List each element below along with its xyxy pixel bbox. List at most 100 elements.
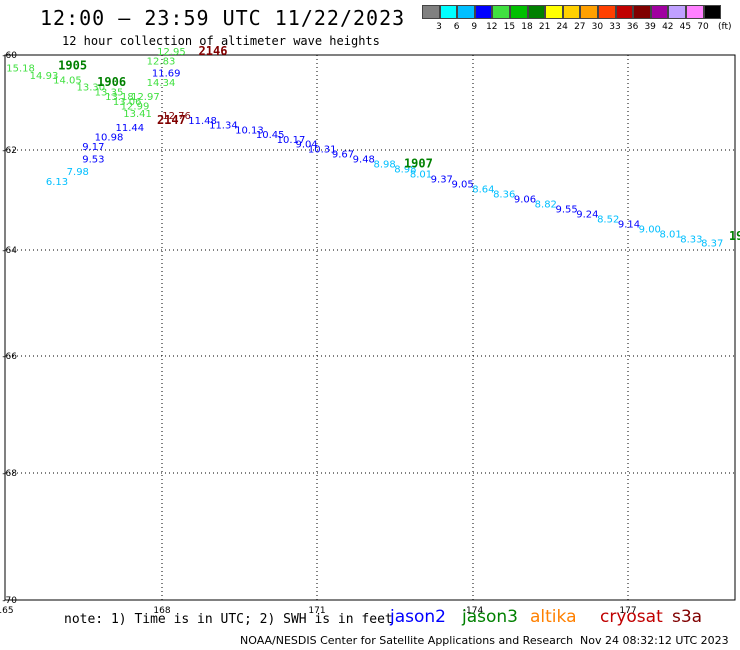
colorbar-swatch: [422, 5, 440, 19]
swh-value: 9.48: [353, 155, 375, 166]
colorbar-label: 42: [662, 22, 674, 32]
colorbar-swatch: [597, 5, 616, 19]
swh-value: 13.35: [95, 87, 124, 98]
swh-value: 12.95: [157, 47, 186, 58]
colorbar-label: 21: [538, 22, 551, 32]
lon-label: 168: [153, 606, 170, 616]
swh-value: 14.34: [147, 78, 176, 89]
legend-cryosat: cryosat: [600, 607, 663, 627]
colorbar-swatch: [633, 5, 651, 19]
colorbar-swatch: [668, 5, 686, 19]
swh-value: 8.98: [373, 160, 395, 171]
pass-time-label: 1906: [97, 75, 126, 89]
colorbar-swatch: [457, 5, 475, 19]
swh-value: 9.55: [555, 205, 577, 216]
swh-value: 8.01: [659, 230, 681, 241]
swh-value: 10.13: [235, 125, 264, 136]
colorbar-label: 39: [644, 22, 656, 32]
swh-value: 13.18: [105, 92, 134, 103]
swh-value: 9.37: [431, 175, 453, 186]
lat-label: -66: [2, 352, 17, 362]
swh-value: 14.93: [30, 71, 59, 82]
colorbar-label: 12: [486, 22, 498, 32]
swh-value: 9.53: [82, 155, 104, 166]
swh-value: 9.17: [82, 142, 104, 153]
swh-value: 10.31: [308, 145, 337, 156]
map-title: 12:00 – 23:59 UTC 11/22/2023: [40, 6, 406, 30]
colorbar-label: 6: [453, 22, 460, 32]
pass-time-label: 2147: [157, 113, 186, 127]
lat-label: -60: [2, 51, 17, 61]
colorbar-label: 30: [591, 22, 604, 32]
colorbar-label: 33: [609, 22, 621, 32]
pass-time-label: 1908: [729, 229, 740, 243]
swh-value: 9.06: [514, 195, 536, 206]
swh-value: 15.18: [6, 64, 35, 75]
colorbar-label: 18: [521, 22, 533, 32]
swh-value: 9.24: [576, 210, 598, 221]
swh-value: 9.14: [618, 220, 640, 231]
swh-value: 8.01: [410, 170, 432, 181]
lon-label: 171: [308, 606, 325, 616]
swh-value: 8.98: [394, 165, 416, 176]
swh-value: 8.36: [493, 190, 515, 201]
pass-time-label: 1907: [404, 157, 433, 171]
swh-value: 9.67: [332, 150, 354, 161]
colorbar-swatch: [474, 5, 493, 19]
legend-jason3: jason3: [462, 607, 518, 627]
swh-value: 8.64: [472, 185, 494, 196]
colorbar-swatch: [703, 5, 722, 19]
lon-label: 165: [0, 606, 14, 616]
swh-value: 12.83: [147, 57, 176, 68]
lat-label: -70: [2, 596, 17, 606]
colorbar-unit: (ft): [718, 22, 732, 32]
note-text: note: 1) Time is in UTC; 2) SWH is in fe…: [64, 612, 393, 627]
pass-time-label: 2146: [199, 44, 228, 58]
colorbar-label: 24: [556, 22, 568, 32]
swh-value: 9.04: [295, 140, 317, 151]
footer-timestamp: Nov 24 08:32:12 UTC 2023: [580, 634, 729, 647]
swh-value: 12.97: [131, 92, 160, 103]
swh-value: 10.45: [256, 130, 285, 141]
colorbar: [422, 5, 722, 21]
swh-value: 7.98: [67, 167, 89, 178]
swh-value: 8.33: [680, 235, 702, 246]
pass-time-label: 1905: [58, 58, 87, 72]
colorbar-label: 9: [471, 22, 478, 32]
swh-value: 9.05: [451, 180, 473, 191]
swh-value: 12.76: [162, 111, 191, 122]
lat-label: -62: [2, 146, 17, 156]
swh-value: 8.52: [597, 215, 619, 226]
colorbar-label: 3: [436, 22, 442, 32]
lat-label: -68: [2, 469, 17, 479]
colorbar-swatch: [685, 5, 704, 19]
swh-value: 11.44: [115, 123, 144, 134]
swh-value: 8.37: [701, 239, 723, 250]
colorbar-swatch: [439, 5, 458, 19]
swh-value: 12.99: [121, 102, 150, 113]
swh-value: 8.82: [535, 200, 557, 211]
colorbar-label: 36: [626, 22, 639, 32]
colorbar-swatch: [650, 5, 669, 19]
swh-value: 13.41: [123, 109, 152, 120]
swh-value: 9.00: [639, 225, 661, 236]
swh-value: 10.17: [277, 135, 306, 146]
lon-label: 177: [619, 606, 636, 616]
map-frame: [4, 54, 736, 601]
lat-label: -64: [2, 246, 17, 256]
colorbar-swatch: [545, 5, 563, 19]
swh-value: 6.13: [46, 177, 68, 188]
map-subtitle: 12 hour collection of altimeter wave hei…: [62, 34, 380, 48]
swh-value: 13.30: [76, 83, 105, 94]
swh-value: 11.34: [209, 121, 238, 132]
colorbar-swatch: [615, 5, 634, 19]
colorbar-swatch: [492, 5, 510, 19]
colorbar-label: 45: [679, 22, 692, 32]
legend-s3a: s3a: [672, 607, 703, 627]
colorbar-swatch: [509, 5, 528, 19]
legend-jason2: jason2: [390, 607, 446, 627]
lon-label: -174: [463, 606, 484, 616]
swh-value: 11.48: [188, 116, 217, 127]
legend-altika: altika: [530, 607, 577, 627]
